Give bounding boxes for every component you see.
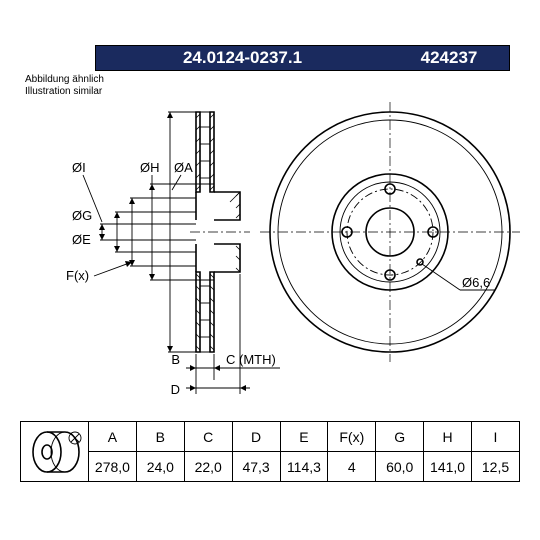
part-number-secondary: 424237 bbox=[389, 48, 509, 68]
label-C: C (MTH) bbox=[226, 352, 276, 367]
val-B: 24,0 bbox=[136, 452, 184, 482]
label-E: ØE bbox=[72, 232, 91, 247]
col-G: G bbox=[376, 422, 424, 452]
front-view: Ø6,6 bbox=[260, 102, 520, 362]
label-hole: Ø6,6 bbox=[462, 275, 490, 290]
col-C: C bbox=[184, 422, 232, 452]
section-view: ØI ØG ØE F(x) ØH bbox=[66, 112, 280, 397]
brake-disc-icon bbox=[25, 428, 85, 476]
val-C: 22,0 bbox=[184, 452, 232, 482]
label-I: ØI bbox=[72, 160, 86, 175]
label-H: ØH bbox=[140, 160, 160, 175]
col-B: B bbox=[136, 422, 184, 452]
table-header-row: A B C D E F(x) G H I bbox=[21, 422, 520, 452]
label-G: ØG bbox=[72, 208, 92, 223]
col-I: I bbox=[472, 422, 520, 452]
header-bar: 24.0124-0237.1 424237 bbox=[95, 45, 510, 71]
label-B: B bbox=[171, 352, 180, 367]
label-F: F(x) bbox=[66, 268, 89, 283]
col-H: H bbox=[424, 422, 472, 452]
col-A: A bbox=[89, 422, 137, 452]
table-value-row: 278,0 24,0 22,0 47,3 114,3 4 60,0 141,0 … bbox=[21, 452, 520, 482]
val-D: 47,3 bbox=[232, 452, 280, 482]
label-A: ØA bbox=[174, 160, 193, 175]
col-F: F(x) bbox=[328, 422, 376, 452]
col-E: E bbox=[280, 422, 328, 452]
val-G: 60,0 bbox=[376, 452, 424, 482]
val-H: 141,0 bbox=[424, 452, 472, 482]
val-I: 12,5 bbox=[472, 452, 520, 482]
disc-icon-cell bbox=[21, 422, 89, 482]
val-F: 4 bbox=[328, 452, 376, 482]
label-D: D bbox=[171, 382, 180, 397]
part-number-primary: 24.0124-0237.1 bbox=[96, 48, 389, 68]
spec-table: A B C D E F(x) G H I 278,0 24,0 22,0 47,… bbox=[20, 421, 520, 482]
val-E: 114,3 bbox=[280, 452, 328, 482]
technical-drawing: ØI ØG ØE F(x) ØH bbox=[20, 72, 520, 400]
col-D: D bbox=[232, 422, 280, 452]
val-A: 278,0 bbox=[89, 452, 137, 482]
